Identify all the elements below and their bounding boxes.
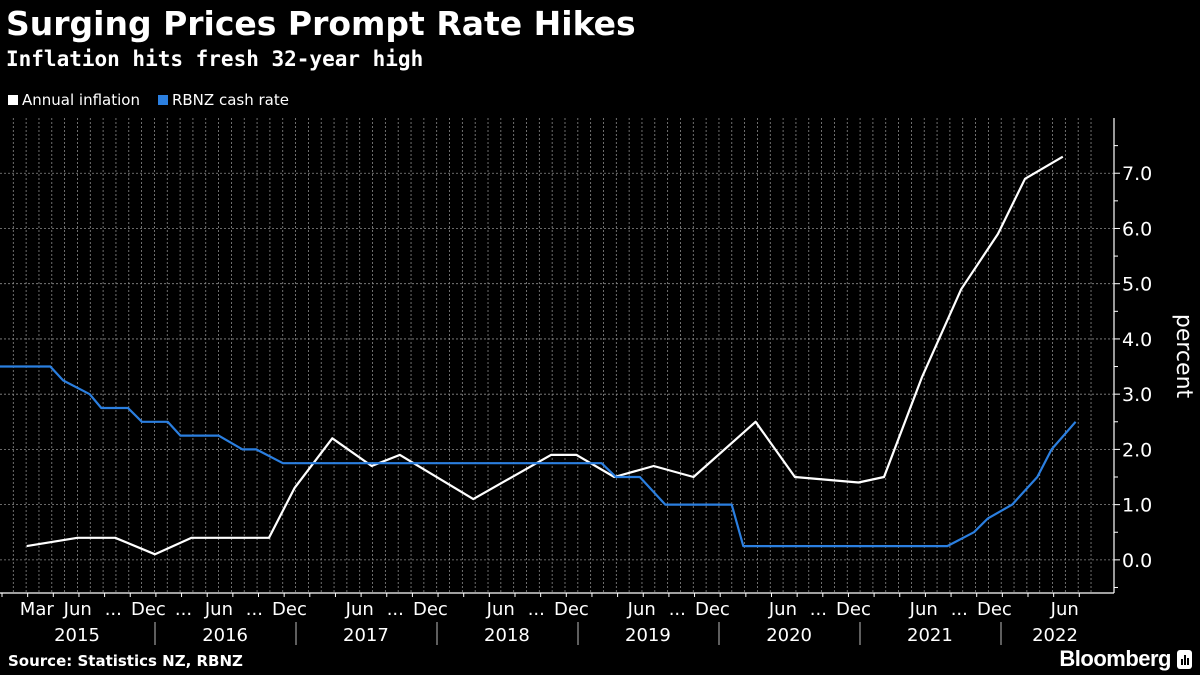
x-month-label: Dec — [554, 599, 589, 620]
y-tick-label: 4.0 — [1122, 329, 1152, 351]
chart-title: Surging Prices Prompt Rate Hikes — [6, 4, 636, 43]
legend: Annual inflation RBNZ cash rate — [8, 91, 289, 109]
y-axis-label: percent — [1171, 314, 1196, 399]
y-tick-label: 1.0 — [1122, 495, 1152, 517]
x-month-label: Jun — [345, 599, 374, 620]
axes: 0.0 1.0 2.0 3.0 4.0 5.0 6.0 7.0 Mar Jun... Dec... J… — [0, 118, 1152, 646]
x-month-label: ... — [387, 599, 404, 620]
y-tick-label: 2.0 — [1122, 439, 1152, 461]
x-year-label: 2015 — [54, 625, 100, 646]
legend-swatch-cash-rate — [157, 95, 168, 105]
x-month-label: ... — [246, 599, 263, 620]
bloomberg-logo: Bloomberg — [1059, 646, 1192, 672]
x-month-label: Jun — [63, 599, 92, 620]
x-month-label: ... — [669, 599, 686, 620]
x-month-label: Dec — [131, 599, 166, 620]
series-line-rbnz-cash-rate — [0, 365, 1077, 548]
x-year-label: 2022 — [1032, 625, 1078, 646]
x-month-label: Jun — [204, 599, 233, 620]
x-month-label: Dec — [272, 599, 307, 620]
series-lines — [0, 155, 1077, 556]
x-month-label: Jun — [1050, 599, 1079, 620]
x-month-label: Jun — [909, 599, 938, 620]
y-tick-label: 7.0 — [1122, 163, 1152, 185]
x-year-label: 2020 — [766, 625, 812, 646]
legend-label-cash-rate: RBNZ cash rate — [171, 91, 289, 109]
x-month-label: Jun — [627, 599, 656, 620]
legend-label-inflation: Annual inflation — [22, 91, 140, 109]
x-year-label: 2021 — [907, 625, 953, 646]
x-month-label: Dec — [413, 599, 448, 620]
y-tick-label: 5.0 — [1122, 274, 1152, 296]
legend-swatch-inflation — [8, 95, 18, 105]
x-month-label: ... — [528, 599, 545, 620]
y-tick-label: 0.0 — [1122, 550, 1152, 572]
x-month-label: Dec — [695, 599, 730, 620]
x-month-label: Mar — [20, 599, 55, 620]
legend-item-cash-rate: RBNZ cash rate — [157, 91, 289, 109]
x-year-label: 2018 — [484, 625, 530, 646]
x-month-label: Jun — [486, 599, 515, 620]
x-year-label: 2016 — [202, 625, 248, 646]
x-month-label: ... — [810, 599, 827, 620]
legend-item-inflation: Annual inflation — [8, 91, 140, 109]
series-line-annual-inflation — [26, 155, 1064, 556]
x-month-label: ... — [175, 599, 192, 620]
x-month-label: Dec — [836, 599, 871, 620]
bloomberg-chart-icon — [1177, 649, 1192, 669]
x-year-label: 2019 — [625, 625, 671, 646]
x-month-label: Jun — [768, 599, 797, 620]
x-month-label: ... — [105, 599, 122, 620]
x-month-label: ... — [951, 599, 968, 620]
chart-subtitle: Inflation hits fresh 32-year high — [6, 47, 424, 71]
x-month-label: Dec — [977, 599, 1012, 620]
x-year-label: 2017 — [343, 625, 389, 646]
grid — [0, 118, 1114, 593]
y-tick-label: 3.0 — [1122, 384, 1152, 406]
y-tick-label: 6.0 — [1122, 218, 1152, 240]
brand-name: Bloomberg — [1059, 646, 1171, 671]
source-note: Source: Statistics NZ, RBNZ — [8, 652, 243, 670]
